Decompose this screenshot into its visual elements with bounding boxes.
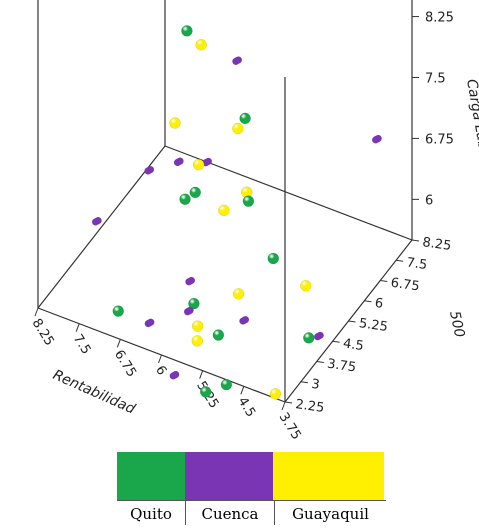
legend-swatch-quito bbox=[117, 452, 185, 500]
y-tick-mark bbox=[300, 381, 308, 384]
point-guayaquil bbox=[169, 117, 181, 129]
y-tick-mark bbox=[364, 300, 372, 303]
y-tick-mark bbox=[396, 259, 404, 262]
y-tick-label: 2.25 bbox=[294, 397, 325, 416]
x-tick-mark bbox=[34, 307, 39, 317]
point-cuenca bbox=[183, 306, 194, 316]
point-cuenca bbox=[372, 134, 382, 144]
y-tick-label: 6.75 bbox=[390, 276, 421, 295]
z-axis-label: Carga Laboral bbox=[463, 78, 479, 177]
point-cuenca bbox=[314, 331, 324, 341]
point-quito bbox=[212, 329, 225, 341]
point-quito bbox=[267, 252, 280, 265]
legend-swatches bbox=[117, 452, 386, 500]
x-tick-label: 3.75 bbox=[276, 410, 304, 443]
point-quito bbox=[239, 112, 251, 125]
point-quito bbox=[303, 332, 315, 344]
point-cuenca bbox=[202, 157, 212, 167]
legend-labels: Quito Cuenca Guayaquil bbox=[117, 500, 386, 525]
y-tick-mark bbox=[348, 320, 356, 323]
axis-edge bbox=[37, 145, 166, 309]
point-cuenca bbox=[144, 318, 155, 328]
point-cuenca bbox=[144, 166, 155, 175]
point-quito bbox=[199, 386, 212, 398]
point-guayaquil bbox=[191, 335, 204, 347]
z-tick-label: 7.5 bbox=[425, 72, 446, 87]
point-quito bbox=[242, 195, 255, 207]
point-cuenca bbox=[92, 217, 102, 226]
y-axis-label: 500 bbox=[446, 310, 467, 340]
point-guayaquil bbox=[269, 388, 282, 400]
point-guayaquil bbox=[191, 320, 204, 332]
x-tick-mark bbox=[158, 354, 162, 364]
z-tick-label: 6.75 bbox=[425, 132, 454, 147]
z-tick-label: 8.25 bbox=[425, 11, 454, 26]
point-quito bbox=[220, 378, 233, 391]
point-cuenca bbox=[185, 276, 195, 286]
y-tick-label: 3.75 bbox=[326, 357, 357, 376]
point-guayaquil bbox=[195, 39, 207, 51]
legend-swatch-cuenca bbox=[185, 452, 273, 500]
y-tick-label: 6 bbox=[374, 296, 384, 312]
y-tick-mark bbox=[332, 340, 340, 343]
y-tick-label: 3 bbox=[310, 377, 320, 393]
point-quito bbox=[181, 25, 193, 37]
x-tick-label: 6 bbox=[152, 363, 169, 378]
x-tick-mark bbox=[240, 386, 245, 395]
y-tick-label: 8.25 bbox=[421, 235, 452, 254]
point-guayaquil bbox=[300, 280, 312, 292]
x-tick-label: 8.25 bbox=[29, 316, 57, 349]
y-tick-label: 5.25 bbox=[358, 316, 389, 335]
point-guayaquil bbox=[192, 158, 205, 171]
z-tick-label: 6 bbox=[425, 193, 433, 208]
axes-box bbox=[37, 0, 413, 403]
y-tick-label: 4.5 bbox=[342, 336, 365, 354]
point-quito bbox=[189, 186, 201, 199]
y-tick-mark bbox=[284, 401, 293, 404]
legend-label-cuenca: Cuenca bbox=[185, 501, 274, 525]
y-tick-mark bbox=[411, 239, 420, 242]
point-quito bbox=[179, 193, 191, 205]
point-cuenca bbox=[232, 56, 242, 65]
legend-label-guayaquil: Guayaquil bbox=[274, 501, 386, 525]
x-tick-mark bbox=[75, 323, 80, 332]
legend-label-quito: Quito bbox=[130, 505, 172, 523]
point-cuenca bbox=[169, 371, 180, 380]
x-tick-label: 4.5 bbox=[234, 395, 258, 420]
point-cuenca bbox=[173, 157, 184, 166]
legend: Quito Cuenca Guayaquil bbox=[117, 452, 386, 525]
point-quito bbox=[188, 297, 200, 310]
y-tick-mark bbox=[380, 280, 388, 282]
point-cuenca bbox=[239, 316, 249, 325]
legend-swatch-guayaquil bbox=[273, 452, 384, 500]
point-quito bbox=[112, 305, 125, 317]
y-tick-label: 7.5 bbox=[406, 255, 429, 273]
point-guayaquil bbox=[232, 122, 244, 135]
x-tick-label: 6.75 bbox=[111, 348, 139, 381]
x-tick-mark bbox=[116, 339, 121, 348]
y-tick-mark bbox=[316, 361, 324, 363]
x-tick-mark bbox=[199, 370, 204, 379]
point-guayaquil bbox=[218, 204, 230, 217]
x-tick-mark bbox=[281, 401, 286, 411]
x-tick-label: 7.5 bbox=[70, 332, 94, 357]
point-guayaquil bbox=[232, 288, 245, 300]
data-points bbox=[92, 25, 382, 400]
